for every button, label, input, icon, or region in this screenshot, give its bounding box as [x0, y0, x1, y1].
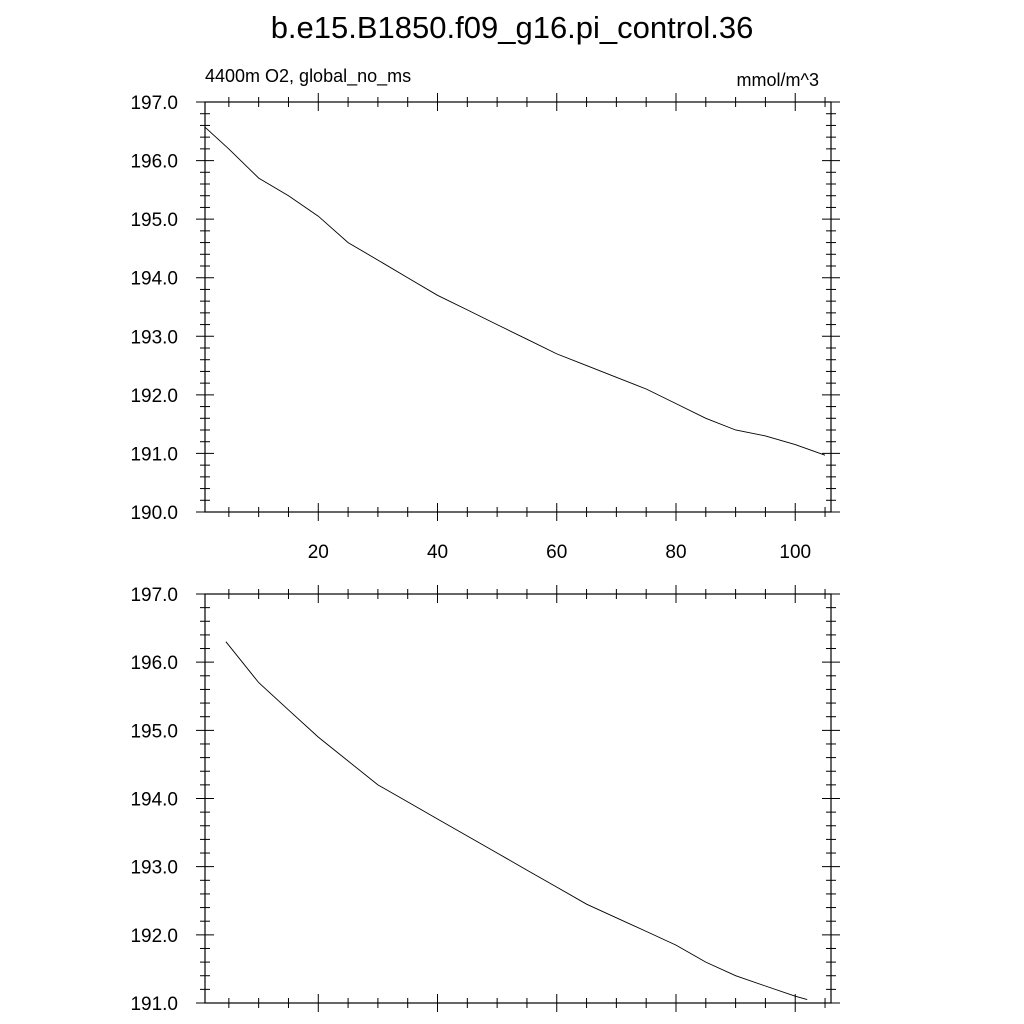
- y-tick-label: 191.0: [130, 994, 178, 1015]
- y-tick-label: 194.0: [130, 790, 178, 811]
- y-tick-label: 197.0: [130, 585, 178, 606]
- y-tick-label: 195.0: [130, 210, 178, 231]
- x-tick-label: 20: [308, 542, 329, 563]
- series-line: [204, 126, 826, 456]
- y-tick-label: 190.0: [130, 503, 178, 524]
- y-tick-label: 191.0: [130, 444, 178, 465]
- y-tick-label: 194.0: [130, 269, 178, 290]
- x-tick-label: 80: [665, 542, 686, 563]
- series-line: [225, 641, 808, 1001]
- y-tick-label: 192.0: [130, 926, 178, 947]
- plot-frame: [204, 101, 832, 513]
- y-tick-label: 196.0: [130, 653, 178, 674]
- panel-units-label: mmol/m^3: [737, 70, 819, 90]
- x-tick-label: 40: [427, 542, 448, 563]
- bottom-panel: 191.0 192.0 193.0 194.0 195.0 196.0 197.0: [130, 585, 840, 1015]
- top-panel: 190.0 191.0 192.0 193.0 194.0 195.0 196.0 197.0…: [130, 93, 840, 563]
- panel-left-label: 4400m O2, global_no_ms: [205, 66, 411, 87]
- chart-title: b.e15.B1850.f09_g16.pi_control.36: [271, 10, 754, 45]
- y-tick-label: 196.0: [130, 152, 178, 173]
- y-tick-label: 192.0: [130, 386, 178, 407]
- y-tick-label: 193.0: [130, 858, 178, 879]
- x-tick-label: 60: [546, 542, 567, 563]
- y-tick-label: 193.0: [130, 327, 178, 348]
- y-tick-label: 195.0: [130, 721, 178, 742]
- y-tick-label: 197.0: [130, 93, 178, 114]
- plot-frame: [204, 593, 832, 1004]
- x-tick-label: 100: [779, 542, 811, 563]
